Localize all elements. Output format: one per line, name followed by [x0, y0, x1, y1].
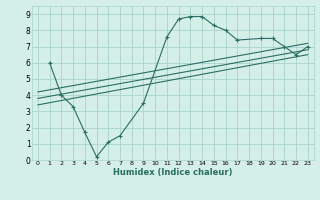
- X-axis label: Humidex (Indice chaleur): Humidex (Indice chaleur): [113, 168, 233, 177]
